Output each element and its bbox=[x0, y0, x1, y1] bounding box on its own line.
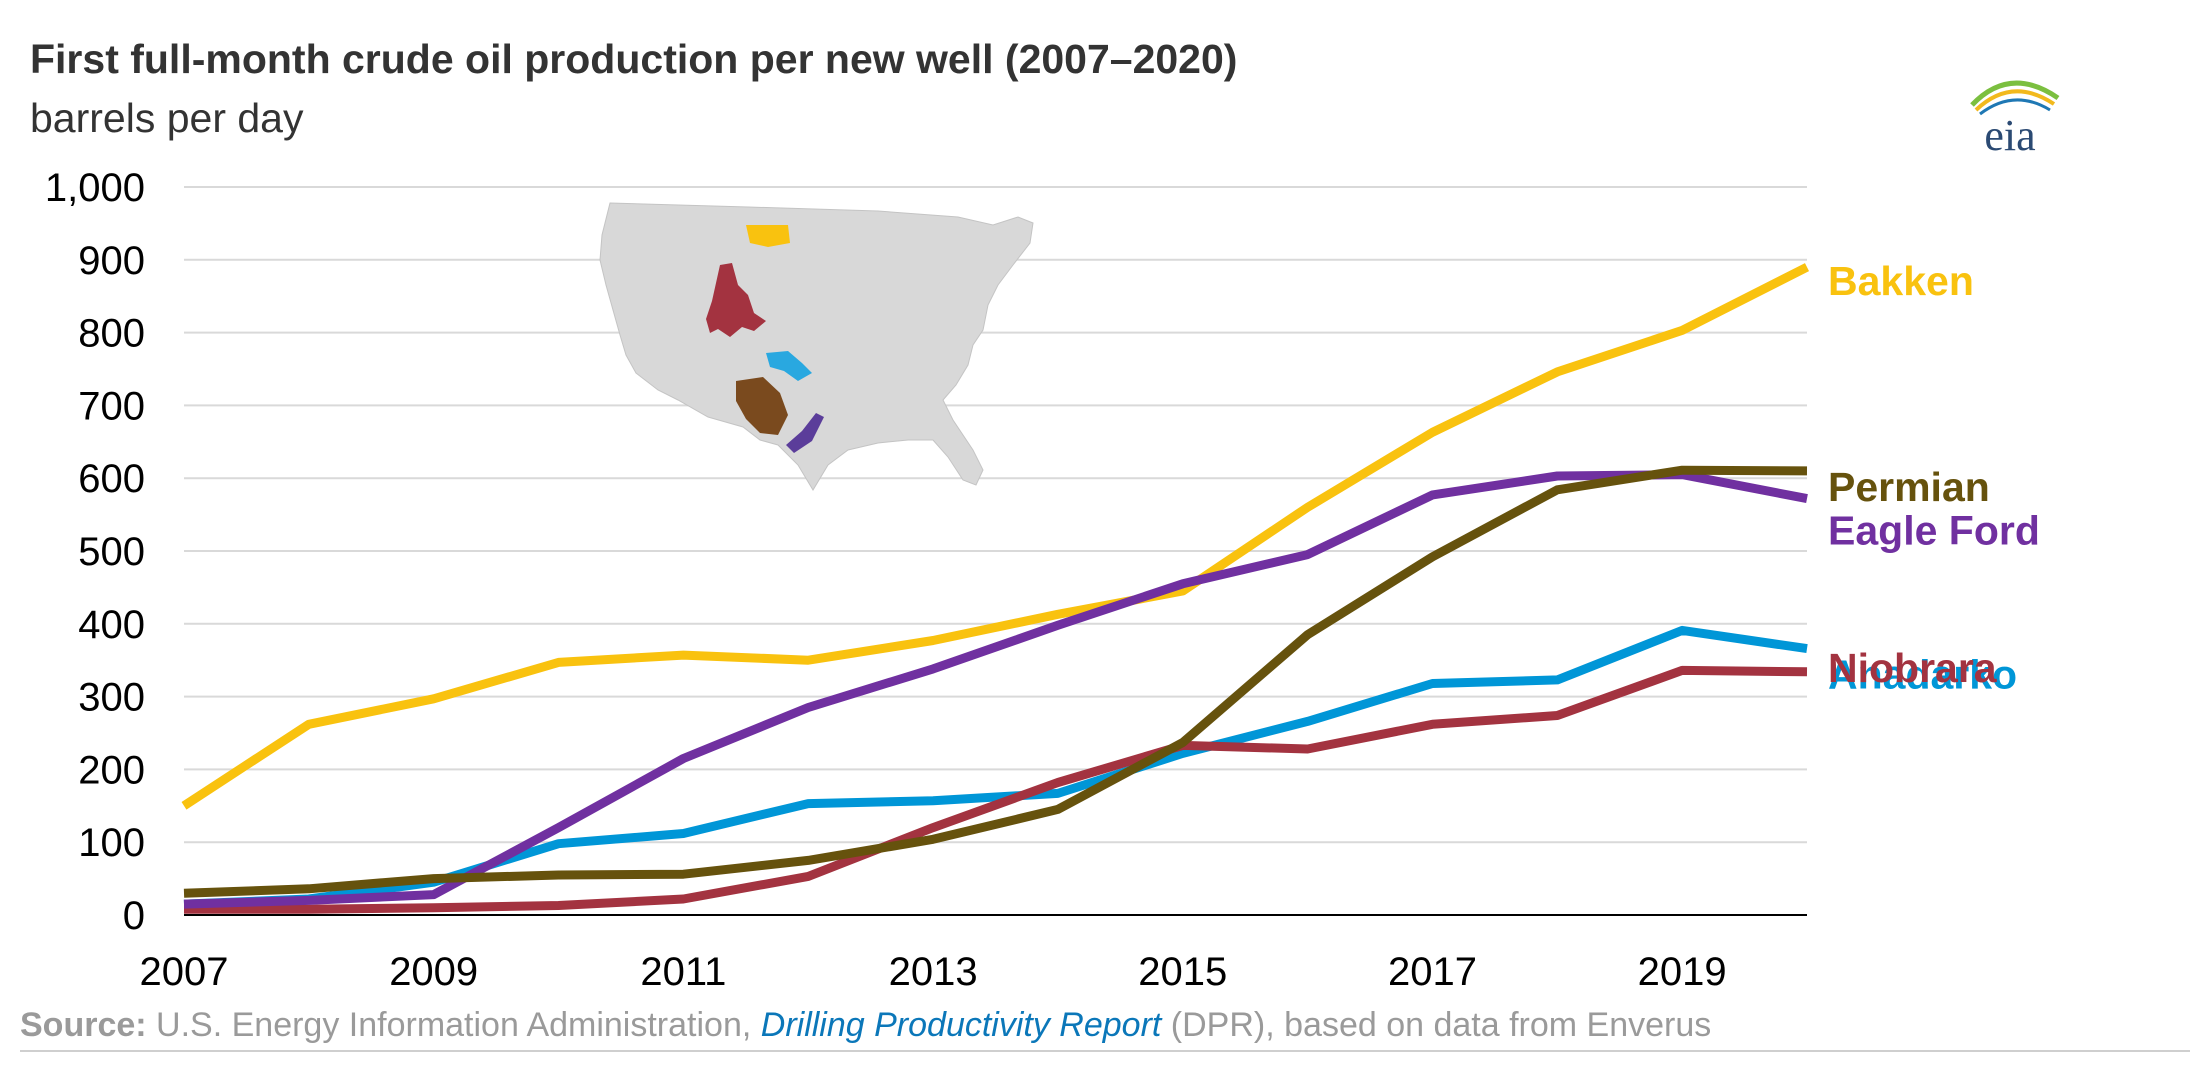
footer-rule bbox=[20, 1050, 2190, 1052]
logo-swoosh-green bbox=[1970, 80, 2060, 107]
x-tick-label: 2019 bbox=[1638, 950, 1727, 994]
logo-text: eia bbox=[1984, 111, 2035, 160]
y-tick-label: 900 bbox=[78, 239, 145, 283]
x-tick-label: 2015 bbox=[1138, 950, 1227, 994]
x-tick-label: 2009 bbox=[389, 950, 478, 994]
series-lines bbox=[181, 263, 1810, 914]
y-tick-label: 300 bbox=[78, 676, 145, 720]
y-tick-label: 600 bbox=[78, 457, 145, 501]
anadarko-region bbox=[766, 351, 812, 381]
y-tick-label: 1,000 bbox=[45, 166, 145, 210]
grid-lines bbox=[184, 186, 1807, 844]
us-map-icon bbox=[599, 202, 1034, 491]
us-map-outline bbox=[599, 202, 1034, 491]
series-line-eagle-ford bbox=[183, 470, 1808, 909]
series-label-bakken: Bakken bbox=[1828, 258, 1974, 304]
series-label-permian: Permian bbox=[1828, 464, 1990, 510]
eia-logo: eia bbox=[1970, 80, 2060, 160]
series-label-anadarko: Anadarko bbox=[1828, 652, 2017, 698]
y-axis-ticks: 0 100 200 300 400 500 600 700 800 900 1,000 bbox=[45, 166, 145, 938]
logo-swoosh-yellow bbox=[1974, 89, 2056, 112]
y-tick-label: 200 bbox=[78, 748, 145, 792]
y-tick-label: 500 bbox=[78, 530, 145, 574]
y-tick-label: 700 bbox=[78, 384, 145, 428]
x-tick-label: 2017 bbox=[1388, 950, 1477, 994]
series-line-permian bbox=[183, 465, 1808, 898]
logo-swoosh-blue bbox=[1979, 98, 2051, 116]
y-tick-label: 100 bbox=[78, 821, 145, 865]
y-tick-label: 800 bbox=[78, 312, 145, 356]
y-tick-label: 400 bbox=[78, 603, 145, 647]
x-tick-label: 2013 bbox=[889, 950, 978, 994]
series-label-eagle-ford: Eagle Ford bbox=[1828, 508, 2040, 554]
series-label-niobrara: Niobrara bbox=[1828, 645, 1998, 691]
source-link[interactable]: Drilling Productivity Report bbox=[760, 1006, 1162, 1044]
chart-subtitle: barrels per day bbox=[30, 95, 304, 141]
y-tick-label: 0 bbox=[123, 894, 145, 938]
x-tick-label: 2007 bbox=[140, 950, 229, 994]
eagle-ford-region bbox=[786, 413, 824, 453]
source-text-2: (DPR), based on data from Enverus bbox=[1161, 1006, 1712, 1044]
niobrara-region bbox=[706, 263, 766, 337]
source-text-1: U.S. Energy Information Administration, bbox=[146, 1006, 761, 1044]
series-line-niobrara bbox=[184, 665, 1808, 914]
bakken-region bbox=[746, 225, 790, 247]
x-tick-label: 2011 bbox=[640, 950, 726, 994]
x-axis-ticks: 2007 2009 2011 2013 2015 2017 2019 bbox=[140, 950, 1727, 994]
source-label: Source: bbox=[20, 1006, 147, 1044]
series-line-bakken bbox=[181, 263, 1810, 810]
chart-title: First full-month crude oil production pe… bbox=[30, 36, 1238, 82]
source-note: Source: U.S. Energy Information Administ… bbox=[20, 1006, 1711, 1045]
permian-region bbox=[736, 377, 788, 435]
series-line-anadarko bbox=[183, 625, 1808, 909]
